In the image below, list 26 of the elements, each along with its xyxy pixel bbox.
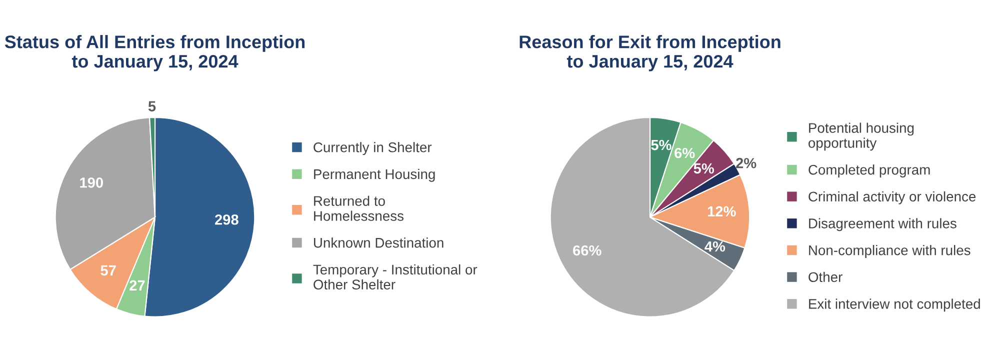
data-label: 5% bbox=[694, 163, 714, 174]
data-label: 12% bbox=[708, 206, 736, 217]
legend-label: Returned to Homelessness bbox=[314, 196, 404, 221]
data-label: 298 bbox=[215, 214, 238, 225]
data-label: 57 bbox=[100, 265, 116, 276]
chart-title: Status of All Entries from Inception to January 15, 2024 bbox=[4, 35, 305, 72]
legend-label: Completed program bbox=[808, 164, 930, 178]
data-label: 66% bbox=[573, 245, 602, 256]
data-label: 2% bbox=[736, 158, 756, 168]
legend-label: Potential housing opportunity bbox=[808, 122, 914, 151]
data-label: 5% bbox=[651, 140, 672, 150]
data-label: 6% bbox=[674, 148, 695, 158]
legend-label: Currently in Shelter bbox=[314, 142, 432, 155]
legend-label: Criminal activity or violence bbox=[808, 191, 976, 204]
legend-label: Unknown Destination bbox=[314, 238, 444, 248]
legend-label: Non-compliance with rules bbox=[809, 245, 970, 258]
legend-label: Other bbox=[808, 272, 842, 282]
data-label: 190 bbox=[80, 177, 103, 188]
data-label: 4% bbox=[704, 241, 726, 252]
chart-title: Reason for Exit from Inception to January 15, 2024 bbox=[520, 35, 780, 72]
legend-label: Temporary - Institutional or Other Shelter bbox=[313, 264, 478, 290]
data-label: 5 bbox=[148, 101, 156, 112]
data-label: 27 bbox=[130, 280, 145, 290]
legend-label: Disagreement with rules bbox=[809, 218, 956, 232]
legend-label: Exit interview not completed bbox=[809, 298, 980, 312]
legend-label: Permanent Housing bbox=[314, 168, 435, 182]
